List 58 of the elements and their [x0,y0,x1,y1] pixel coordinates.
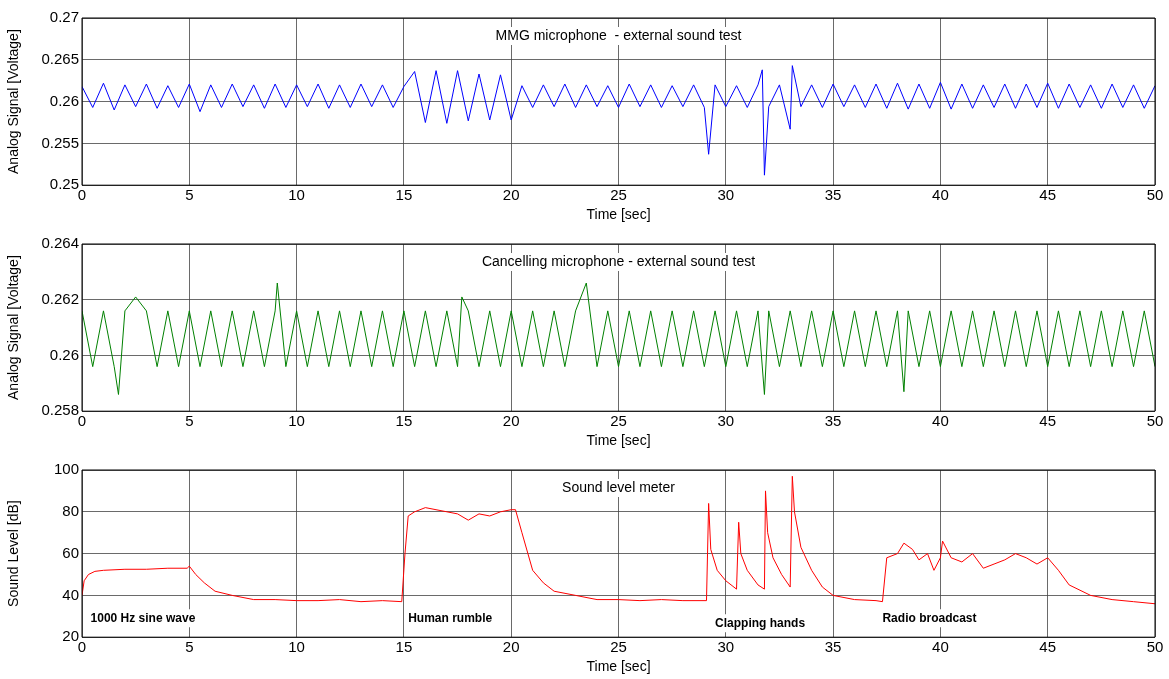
x-tick-label: 10 [288,186,305,204]
x-tick-label: 0 [77,638,87,656]
y-axis-title: Analog Signal [Voltage] [5,29,22,174]
x-tick-label: 35 [824,638,842,656]
y-tick-label: 0.255 [41,133,79,151]
y-tick-label: 0.264 [41,234,79,252]
x-axis-title: Time [sec] [586,206,651,223]
x-tick-label: 50 [1146,412,1164,430]
y-tick-label: 0.26 [49,345,79,363]
x-tick-label: 5 [185,638,194,656]
text: Cancelling microphone - external sound test [481,252,756,269]
x-tick-label: 45 [1039,638,1057,656]
x-tick-label: 25 [610,638,627,656]
x-tick-label: 50 [1146,186,1164,204]
x-tick-label: 30 [717,412,735,430]
x-tick-label: 20 [502,186,520,204]
text: MMG microphone - external sound test [495,26,742,43]
y-tick-label: 60 [62,543,79,561]
x-tick-label: 35 [824,186,842,204]
x-axis-title: Time [sec] [586,658,651,675]
y-tick-label: 0.25 [49,175,79,193]
x-axis-title: Time [sec] [586,432,651,449]
annotation: Human rumble [408,610,493,625]
y-tick-label: 0.26 [49,91,79,109]
y-tick-label: 100 [53,460,79,478]
x-tick-label: 20 [502,412,520,430]
y-tick-label: 0.27 [49,8,79,26]
x-tick-label: 25 [610,412,627,430]
x-tick-label: 15 [395,412,413,430]
x-tick-label: 45 [1039,412,1057,430]
text: Sound level meter [562,478,676,495]
y-tick-label: 40 [62,585,79,603]
annotation: 1000 Hz sine wave [90,610,196,625]
x-tick-label: 40 [932,186,949,204]
y-tick-label: 0.258 [41,401,79,419]
x-tick-label: 45 [1039,186,1057,204]
x-tick-label: 40 [932,412,949,430]
x-tick-label: 30 [717,186,735,204]
annotation: Radio broadcast [882,610,977,625]
x-tick-label: 15 [395,638,413,656]
y-axis-title: Analog Signal [Voltage] [5,255,22,400]
x-tick-label: 40 [932,638,949,656]
x-tick-label: 20 [502,638,520,656]
x-tick-label: 35 [824,412,842,430]
y-tick-label: 0.262 [41,289,79,307]
y-tick-label: 0.265 [41,49,79,67]
x-tick-label: 25 [610,186,627,204]
x-tick-label: 30 [717,638,735,656]
annotation: Clapping hands [715,615,806,630]
x-tick-label: 10 [288,638,305,656]
y-axis-title: Sound Level [dB] [5,500,22,607]
x-tick-label: 10 [288,412,305,430]
y-tick-label: 80 [62,501,79,519]
x-tick-label: 15 [395,186,413,204]
x-tick-label: 50 [1146,638,1164,656]
x-tick-label: 5 [185,186,194,204]
x-tick-label: 5 [185,412,194,430]
y-tick-label: 20 [62,627,79,645]
